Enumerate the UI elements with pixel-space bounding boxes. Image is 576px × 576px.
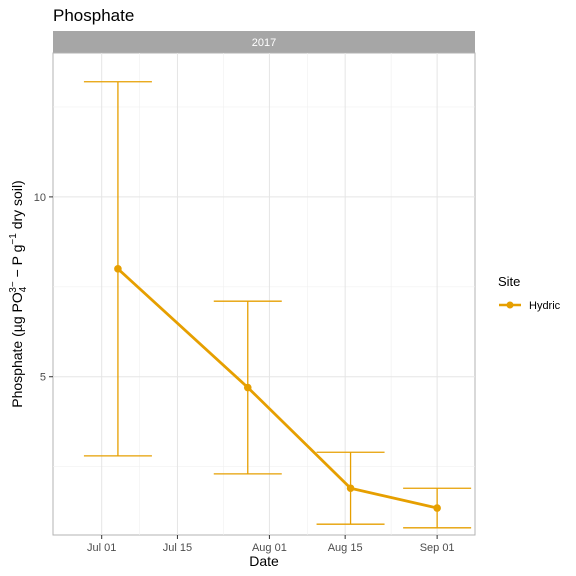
data-point — [346, 484, 355, 493]
y-axis-title-superscript-2: −1 — [8, 233, 19, 245]
legend-key-point — [506, 301, 514, 309]
legend-label-hydric: Hydric — [529, 300, 561, 312]
y-tick-label: 5 — [40, 372, 46, 384]
x-axis-title: Date — [249, 553, 279, 569]
chart-title: Phosphate — [53, 6, 134, 25]
grid-lines — [53, 53, 475, 535]
y-tick-label: 10 — [34, 192, 46, 204]
y-axis-title-superscript: 3− — [8, 281, 19, 293]
facet-strip — [53, 31, 475, 53]
x-tick-label: Aug 15 — [328, 542, 363, 554]
data-point — [114, 265, 122, 273]
y-axis-title-mu: µ — [9, 324, 25, 332]
y-axis-title-unit: g PO — [9, 292, 25, 324]
y-axis-title-subscript: 4 — [18, 286, 29, 292]
data-point — [433, 504, 441, 512]
x-tick-label: Sep 01 — [420, 542, 455, 554]
y-axis: 5 10 — [34, 192, 53, 384]
y-axis-title-mid: − P g — [9, 245, 25, 282]
x-tick-label: Jul 15 — [163, 542, 192, 554]
legend: Site Hydric — [498, 274, 561, 312]
series-layer — [83, 81, 472, 529]
x-axis: Jul 01 Jul 15 Aug 01 Aug 15 Sep 01 — [87, 535, 455, 554]
plot-panel — [52, 52, 476, 536]
series-line — [116, 267, 438, 510]
facet-label: 2017 — [252, 37, 276, 49]
y-axis-title-prefix: Phosphate ( — [9, 332, 25, 408]
x-tick-label: Aug 01 — [252, 542, 287, 554]
data-point — [243, 383, 252, 392]
legend-title: Site — [498, 274, 520, 289]
y-axis-title-suffix: dry soil) — [9, 180, 25, 233]
x-tick-label: Jul 01 — [87, 542, 116, 554]
y-axis-title: Phosphate (µg PO43− − P g−1 dry soil) — [8, 180, 29, 407]
